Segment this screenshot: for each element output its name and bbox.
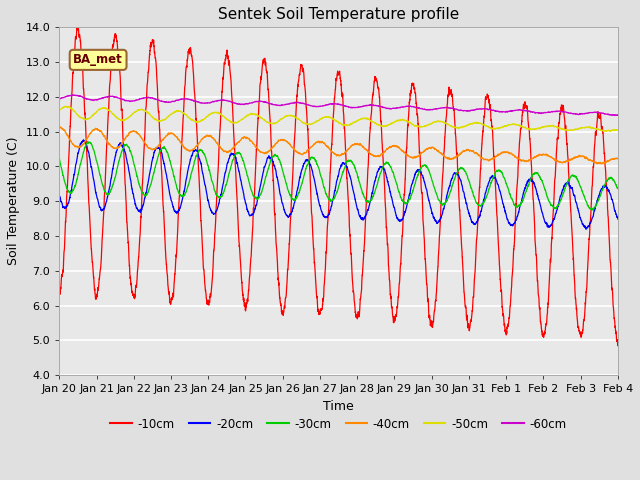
-20cm <box>156 147 164 153</box>
-50cm <box>433 119 441 124</box>
-30cm <box>318 176 326 181</box>
Line: -60cm: -60cm <box>60 95 618 115</box>
-20cm <box>496 187 504 193</box>
-30cm <box>614 185 621 191</box>
-20cm <box>79 137 87 143</box>
-50cm <box>61 103 69 109</box>
-10cm <box>614 338 621 344</box>
-10cm <box>496 264 504 269</box>
-10cm <box>464 325 472 331</box>
Y-axis label: Soil Temperature (C): Soil Temperature (C) <box>7 137 20 265</box>
Text: BA_met: BA_met <box>73 53 123 66</box>
-60cm <box>614 112 621 118</box>
-50cm <box>464 122 472 128</box>
Line: -40cm: -40cm <box>60 126 618 164</box>
-40cm <box>495 152 503 157</box>
-50cm <box>56 108 63 114</box>
-20cm <box>464 206 472 212</box>
Line: -50cm: -50cm <box>60 106 618 132</box>
-30cm <box>56 156 63 161</box>
-40cm <box>614 156 622 162</box>
-30cm <box>496 168 504 174</box>
-10cm <box>156 129 164 135</box>
Line: -30cm: -30cm <box>60 142 618 210</box>
-60cm <box>56 96 63 101</box>
Line: -20cm: -20cm <box>60 140 618 229</box>
-10cm <box>433 279 441 285</box>
-40cm <box>433 147 441 153</box>
-60cm <box>496 109 504 115</box>
-10cm <box>614 343 622 348</box>
-40cm <box>318 139 326 144</box>
-50cm <box>496 125 504 131</box>
-40cm <box>156 141 163 147</box>
-60cm <box>464 108 472 114</box>
-20cm <box>614 215 621 220</box>
-50cm <box>318 116 326 121</box>
-20cm <box>56 192 63 198</box>
-40cm <box>593 161 601 167</box>
-30cm <box>84 139 92 144</box>
-50cm <box>614 127 622 132</box>
Legend: -10cm, -20cm, -30cm, -40cm, -50cm, -60cm: -10cm, -20cm, -30cm, -40cm, -50cm, -60cm <box>106 413 572 435</box>
-20cm <box>318 209 326 215</box>
-10cm <box>318 306 326 312</box>
X-axis label: Time: Time <box>323 400 354 413</box>
-60cm <box>156 98 164 104</box>
-60cm <box>433 106 441 112</box>
-40cm <box>464 147 472 153</box>
-60cm <box>612 112 620 118</box>
Line: -10cm: -10cm <box>60 27 618 346</box>
-40cm <box>614 155 621 161</box>
-40cm <box>56 123 63 129</box>
-30cm <box>614 186 622 192</box>
Title: Sentek Soil Temperature profile: Sentek Soil Temperature profile <box>218 7 460 22</box>
-30cm <box>156 149 164 155</box>
-30cm <box>433 192 441 198</box>
-60cm <box>614 112 622 118</box>
-10cm <box>56 288 63 294</box>
-30cm <box>588 207 596 213</box>
-10cm <box>74 24 82 30</box>
-60cm <box>70 92 78 98</box>
-50cm <box>156 118 164 123</box>
-20cm <box>582 227 590 232</box>
-20cm <box>433 220 441 226</box>
-60cm <box>318 103 326 109</box>
-50cm <box>600 129 607 134</box>
-50cm <box>614 127 621 133</box>
-20cm <box>614 216 622 222</box>
-30cm <box>464 176 472 182</box>
